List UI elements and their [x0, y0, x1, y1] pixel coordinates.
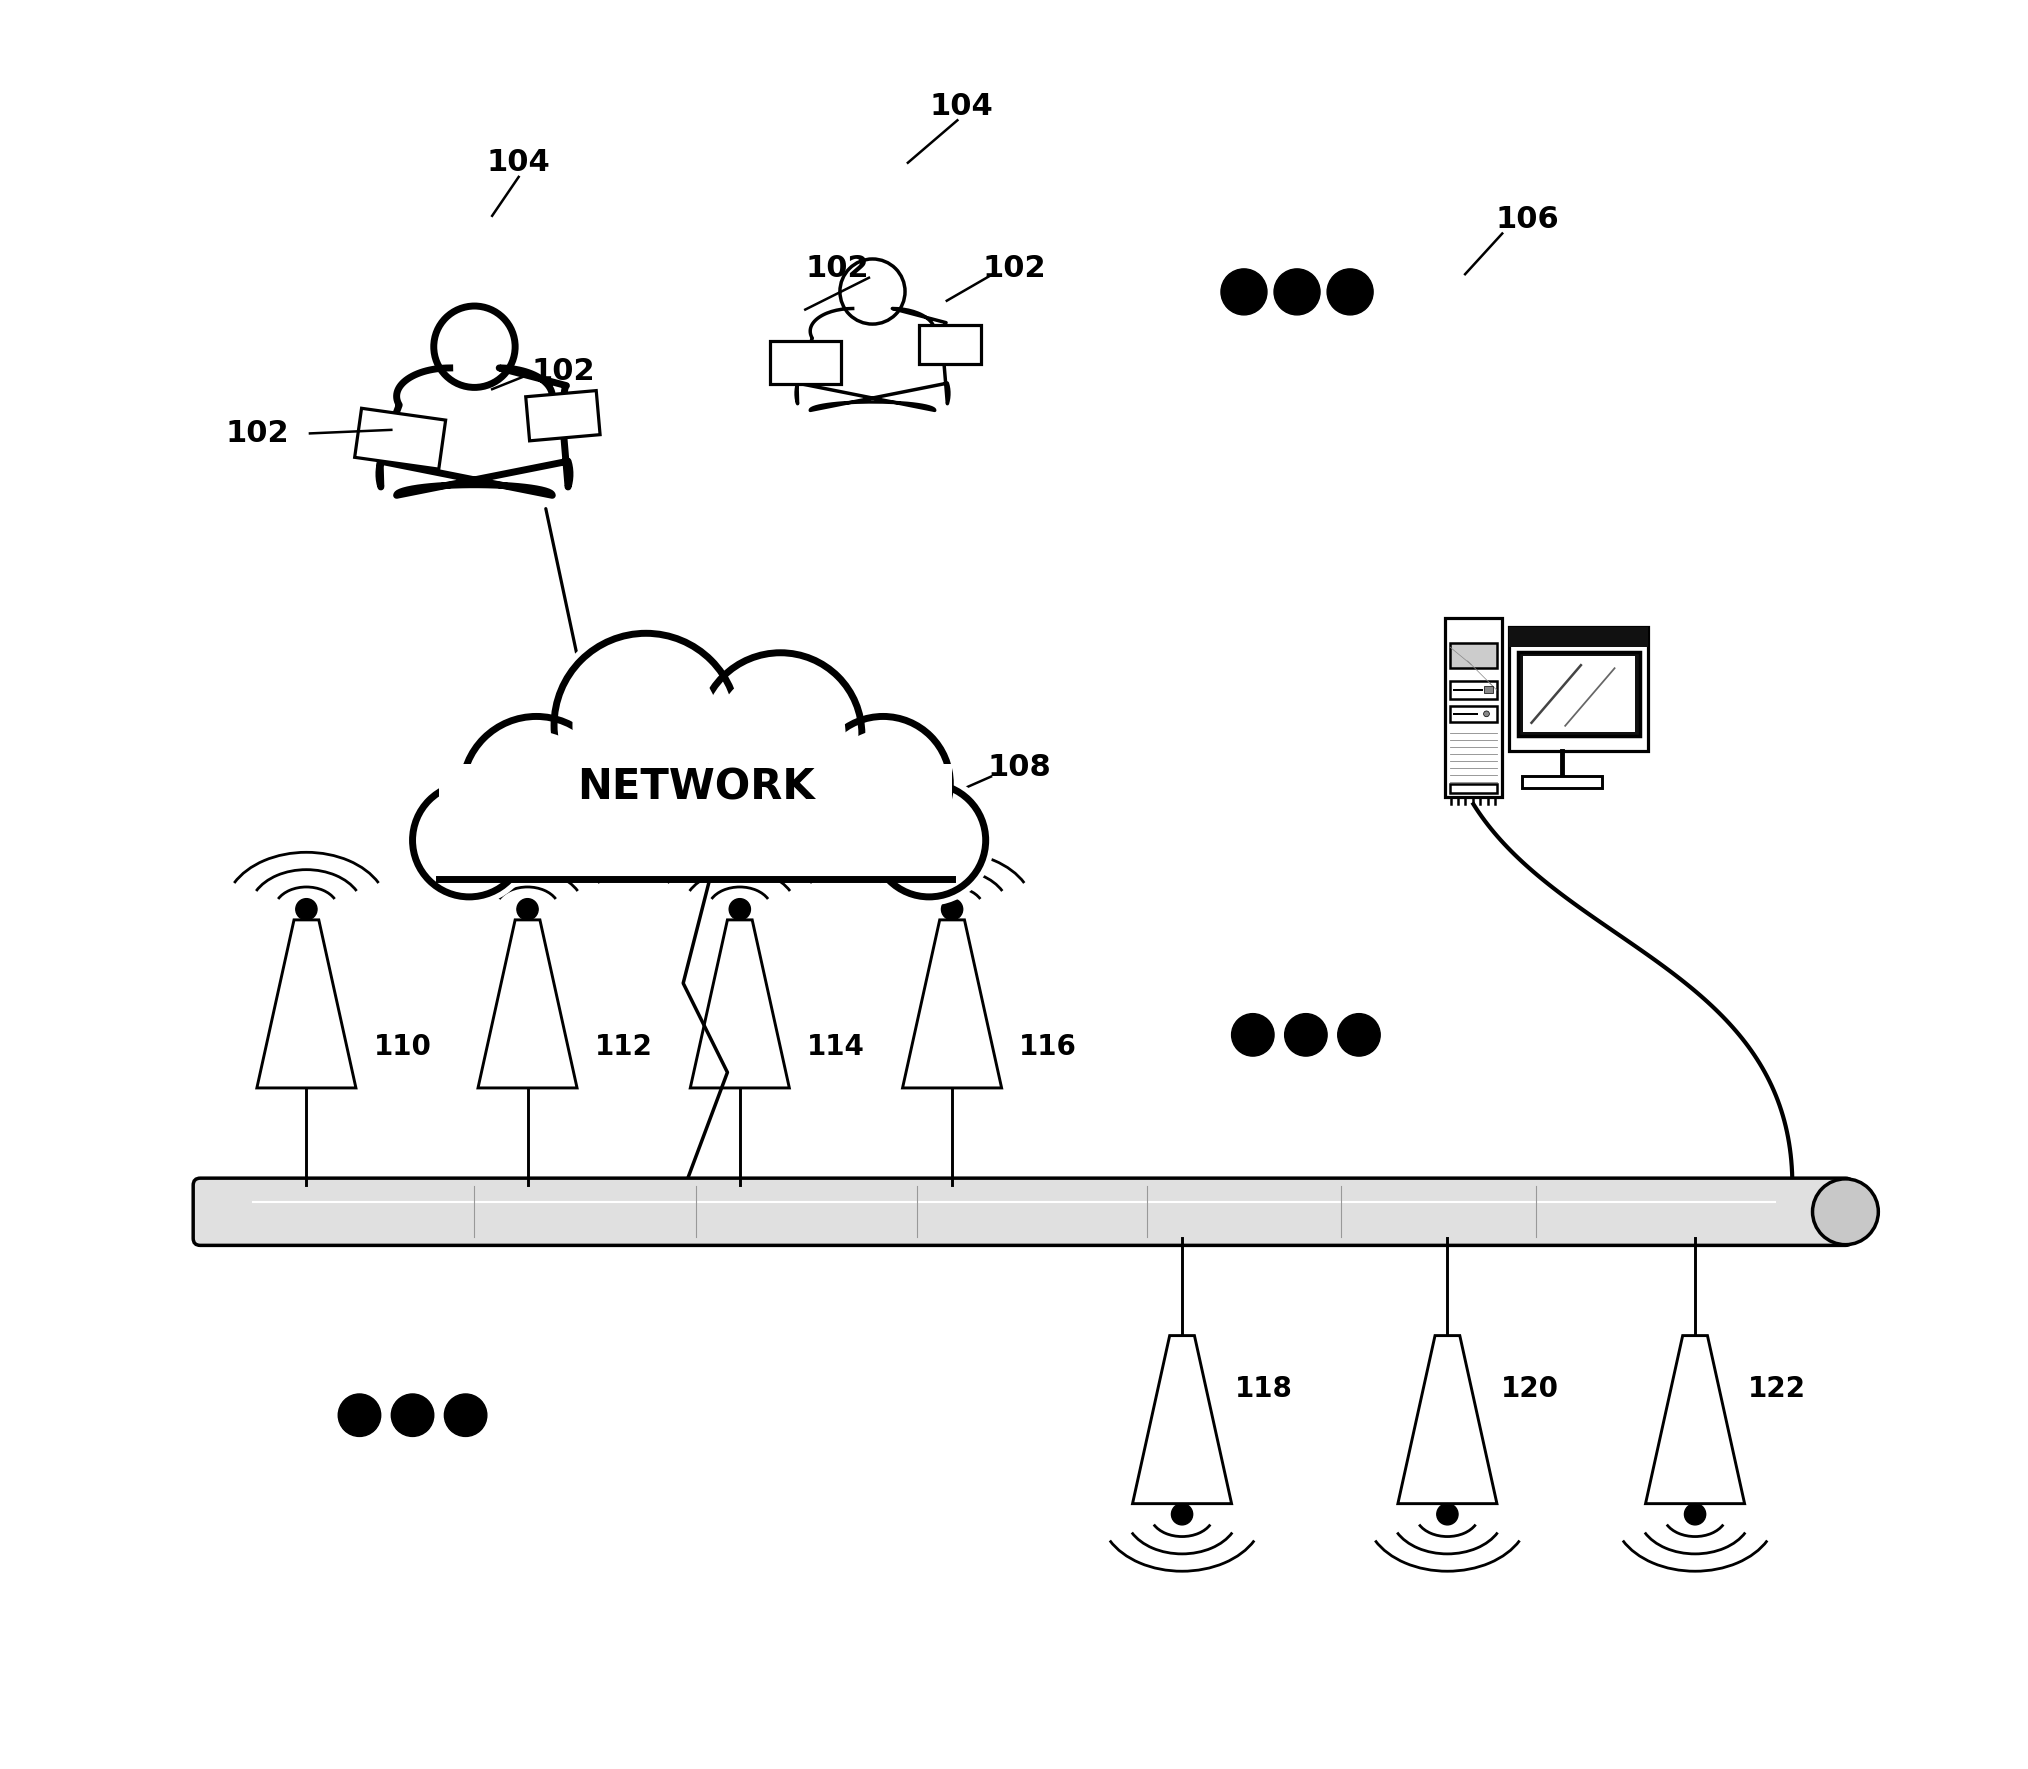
Polygon shape — [1397, 1336, 1497, 1504]
Circle shape — [829, 731, 937, 837]
Circle shape — [572, 651, 720, 800]
Bar — [771, 341, 842, 384]
Circle shape — [1231, 1014, 1274, 1056]
Text: 102: 102 — [982, 255, 1046, 283]
Text: 118: 118 — [1235, 1375, 1294, 1403]
Bar — [919, 325, 982, 364]
Circle shape — [864, 775, 994, 906]
Circle shape — [517, 899, 537, 920]
Text: 106: 106 — [1495, 205, 1560, 234]
Circle shape — [1172, 1504, 1192, 1525]
Text: 116: 116 — [1020, 1033, 1077, 1061]
Circle shape — [434, 306, 515, 387]
Polygon shape — [1645, 1336, 1744, 1504]
Circle shape — [840, 258, 904, 324]
Circle shape — [941, 899, 963, 920]
Text: 108: 108 — [988, 754, 1051, 782]
Bar — [1509, 628, 1649, 750]
Polygon shape — [902, 920, 1002, 1088]
Text: NETWORK: NETWORK — [576, 766, 815, 808]
Circle shape — [730, 899, 750, 920]
Text: 104: 104 — [487, 149, 550, 177]
Bar — [525, 391, 600, 440]
Circle shape — [1274, 269, 1320, 315]
Bar — [1523, 775, 1602, 789]
Text: 104: 104 — [929, 92, 994, 120]
Bar — [355, 409, 446, 469]
Text: 122: 122 — [1748, 1375, 1807, 1403]
Polygon shape — [690, 920, 789, 1088]
Circle shape — [690, 644, 870, 824]
Polygon shape — [258, 920, 357, 1088]
Circle shape — [1284, 1014, 1326, 1056]
Polygon shape — [1132, 1336, 1231, 1504]
Text: 120: 120 — [1501, 1375, 1558, 1403]
Bar — [1450, 681, 1497, 699]
Circle shape — [477, 731, 596, 851]
Bar — [1509, 628, 1649, 647]
Circle shape — [339, 1394, 381, 1436]
Text: 114: 114 — [807, 1033, 864, 1061]
Circle shape — [884, 794, 973, 886]
Polygon shape — [479, 920, 578, 1088]
Text: 102: 102 — [225, 419, 288, 448]
Text: 102: 102 — [531, 357, 594, 386]
Text: 110: 110 — [373, 1033, 432, 1061]
Circle shape — [1221, 269, 1268, 315]
FancyBboxPatch shape — [193, 1178, 1852, 1245]
Bar — [1484, 686, 1493, 693]
Circle shape — [1813, 1178, 1878, 1245]
Circle shape — [296, 899, 316, 920]
Circle shape — [1436, 1504, 1458, 1525]
Circle shape — [424, 794, 515, 886]
Bar — [1444, 619, 1503, 796]
Circle shape — [807, 708, 959, 860]
Polygon shape — [379, 368, 570, 495]
Circle shape — [391, 1394, 434, 1436]
Bar — [434, 773, 957, 879]
Circle shape — [1685, 1504, 1706, 1525]
Circle shape — [1338, 1014, 1381, 1056]
Polygon shape — [797, 308, 949, 410]
Circle shape — [716, 669, 846, 800]
Bar — [1450, 706, 1497, 722]
Bar — [1517, 653, 1641, 736]
Circle shape — [1484, 711, 1489, 716]
Bar — [1450, 644, 1497, 669]
Circle shape — [546, 624, 746, 826]
Circle shape — [444, 1394, 487, 1436]
Text: 102: 102 — [805, 255, 868, 283]
Circle shape — [452, 708, 619, 874]
Bar — [1523, 656, 1635, 732]
Text: 112: 112 — [594, 1033, 653, 1061]
Bar — [1450, 784, 1497, 793]
Circle shape — [1326, 269, 1373, 315]
Bar — [440, 764, 951, 879]
Circle shape — [404, 775, 535, 906]
